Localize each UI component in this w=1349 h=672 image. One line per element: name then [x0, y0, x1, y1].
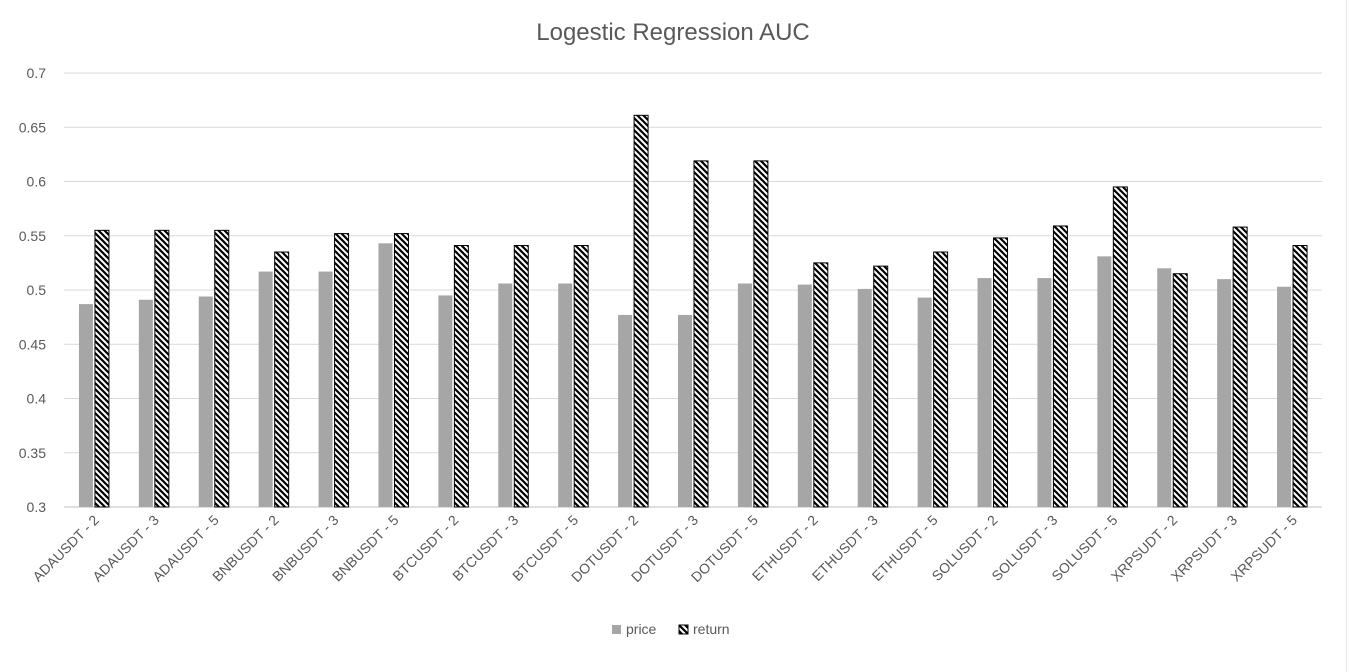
- bar-return: [453, 245, 469, 508]
- bar-return: [813, 262, 829, 508]
- y-tick-label: 0.65: [19, 119, 46, 135]
- bar-return: [154, 229, 170, 508]
- bar-price: [797, 284, 812, 507]
- bar-price: [857, 288, 872, 507]
- bar-price: [917, 297, 932, 507]
- bar-price: [378, 243, 393, 507]
- bar-price: [138, 299, 153, 507]
- bar-return: [1232, 226, 1248, 508]
- bar-price: [1217, 279, 1232, 507]
- bar-price: [737, 283, 752, 507]
- chart-title: Logestic Regression AUC: [536, 19, 809, 46]
- bar-price: [258, 271, 273, 507]
- bar-price: [1277, 286, 1292, 507]
- legend: price return: [612, 621, 730, 637]
- bar-return: [334, 233, 350, 508]
- bar-return: [693, 160, 709, 508]
- legend-swatch-return: [678, 624, 689, 635]
- y-tick-label: 0.6: [27, 174, 47, 190]
- bar-return: [214, 229, 230, 508]
- window-edge: [1346, 0, 1347, 672]
- y-tick-label: 0.35: [19, 445, 46, 461]
- bar-price: [198, 296, 213, 507]
- y-axis-ticks: 0.3 0.35 0.4 0.45 0.5 0.55 0.6 0.65 0.7: [19, 65, 46, 515]
- bar-price: [1037, 278, 1052, 507]
- bar-return: [573, 245, 589, 508]
- gridlines: [64, 72, 1322, 508]
- bar-return: [1292, 245, 1308, 508]
- y-tick-label: 0.3: [27, 499, 47, 515]
- bar-price: [678, 314, 692, 507]
- y-tick-label: 0.4: [27, 391, 47, 407]
- bar-return: [873, 265, 889, 508]
- bar-price: [1097, 256, 1112, 507]
- bar-return: [1112, 186, 1128, 508]
- bar-price: [618, 314, 633, 507]
- bar-return: [993, 237, 1009, 508]
- bar-price: [318, 271, 333, 507]
- bar-return: [753, 160, 769, 508]
- bar-return: [633, 114, 649, 508]
- bar-return: [274, 251, 290, 508]
- y-tick-label: 0.5: [27, 282, 47, 298]
- y-tick-label: 0.7: [27, 65, 47, 81]
- bar-price: [498, 283, 513, 507]
- legend-label-price: price: [626, 621, 657, 637]
- y-tick-label: 0.45: [19, 336, 46, 352]
- legend-swatch-price: [612, 625, 621, 634]
- bar-return: [393, 233, 409, 508]
- bar-price: [977, 278, 992, 507]
- bar-return: [1172, 273, 1188, 508]
- bar-price: [1157, 268, 1172, 507]
- bars: [78, 114, 1308, 508]
- bar-return: [933, 251, 949, 508]
- bar-return: [1052, 225, 1068, 508]
- legend-label-return: return: [693, 621, 730, 637]
- y-tick-label: 0.55: [19, 228, 46, 244]
- bar-return: [513, 245, 529, 508]
- bar-return: [94, 229, 110, 508]
- bar-price: [438, 295, 453, 507]
- bar-price: [558, 283, 573, 507]
- bar-price: [78, 304, 93, 507]
